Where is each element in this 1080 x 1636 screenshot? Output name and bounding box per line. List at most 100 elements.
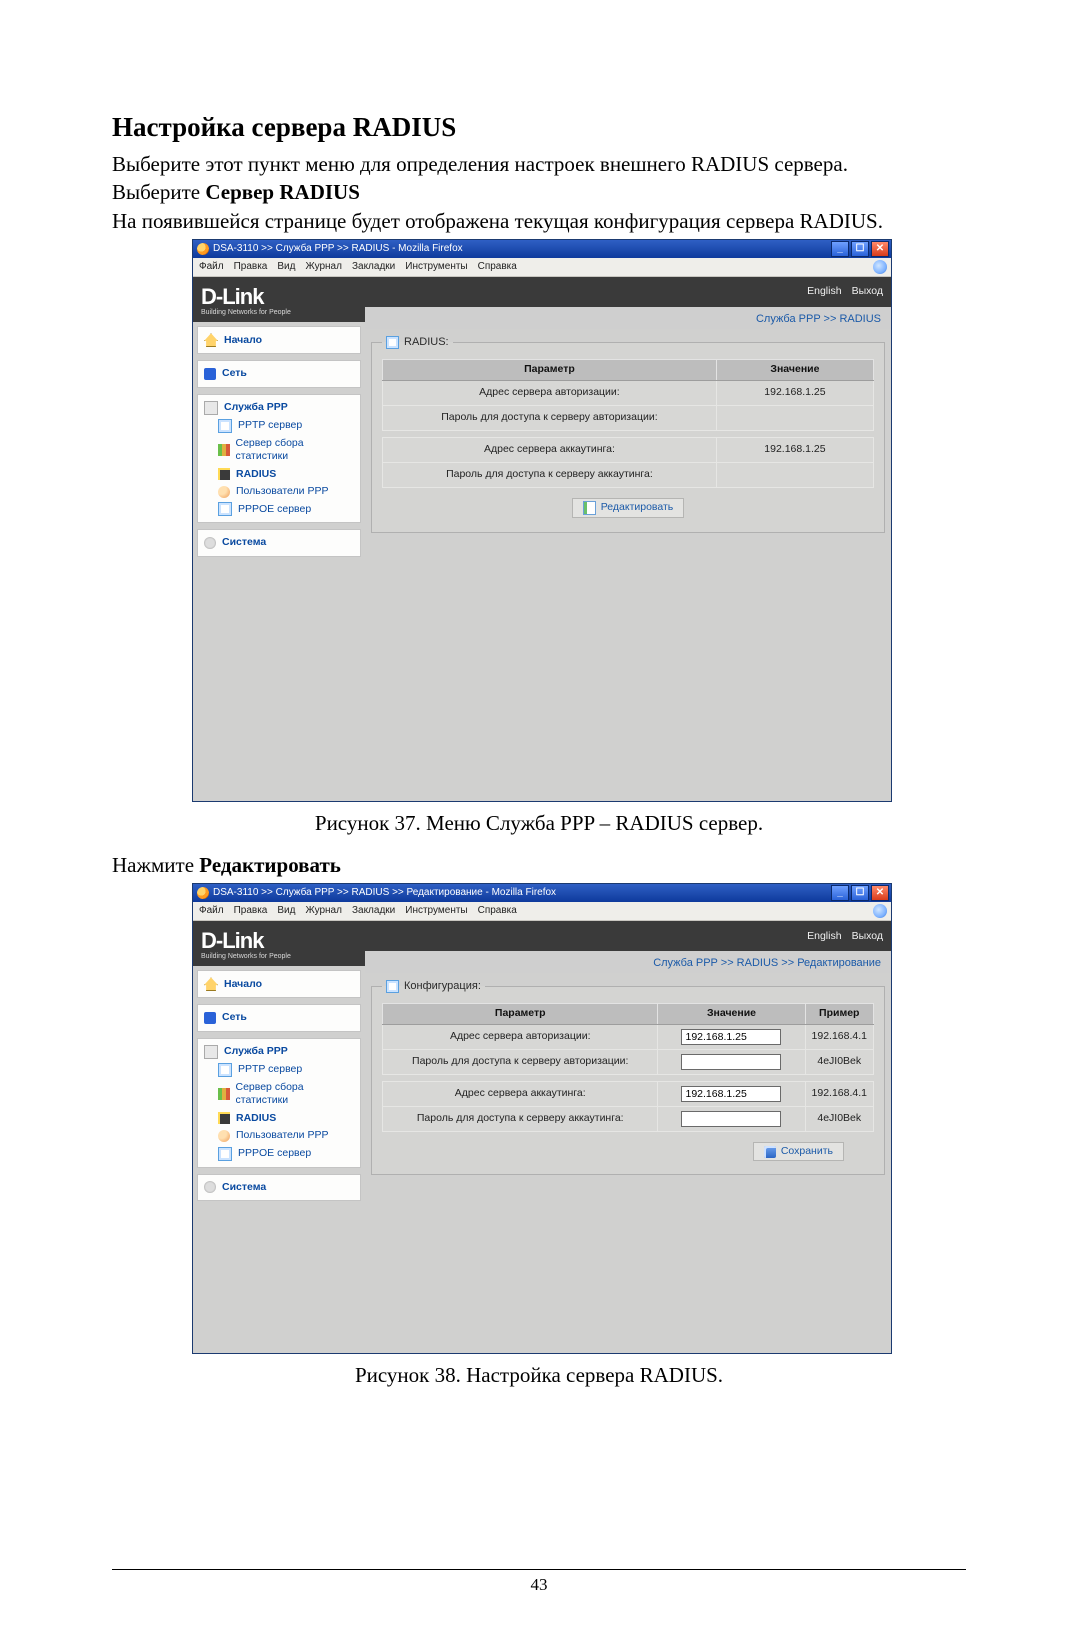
nav-ppp[interactable]: Служба PPP xyxy=(202,399,356,417)
nav-pptp[interactable]: PPTP сервер xyxy=(202,417,356,435)
nav-radius[interactable]: RADIUS xyxy=(202,1110,356,1127)
nav-radius[interactable]: RADIUS xyxy=(202,466,356,483)
nav-network[interactable]: Сеть xyxy=(202,1009,356,1026)
instr-choose-a: Выберите xyxy=(112,180,205,204)
browser-menubar: Файл Правка Вид Журнал Закладки Инструме… xyxy=(193,902,891,921)
nav-home[interactable]: Начало xyxy=(202,331,356,349)
legend-icon xyxy=(386,336,399,349)
breadcrumb-b[interactable]: RADIUS xyxy=(737,957,779,969)
cell-acct-addr-p: Адрес сервера аккаутинга: xyxy=(383,1081,658,1106)
firefox-icon xyxy=(197,243,209,255)
menu-tools[interactable]: Инструменты xyxy=(405,905,467,918)
logout-link[interactable]: Выход xyxy=(852,285,883,298)
menu-view[interactable]: Вид xyxy=(277,261,295,274)
row-spacer xyxy=(383,430,874,437)
menu-edit[interactable]: Правка xyxy=(234,905,268,918)
breadcrumb-a[interactable]: Служба PPP xyxy=(756,313,821,325)
close-button[interactable]: ✕ xyxy=(871,241,889,257)
minimize-button[interactable]: _ xyxy=(831,885,849,901)
menu-file[interactable]: Файл xyxy=(199,905,224,918)
nav-system[interactable]: Система xyxy=(202,534,356,551)
nav-pptp-label: PPTP сервер xyxy=(238,1063,302,1076)
breadcrumb-sep: >> xyxy=(721,957,737,969)
acct-pass-input[interactable] xyxy=(681,1111,781,1127)
lang-link[interactable]: English xyxy=(807,285,841,298)
nav-pppoe-label: PPPOE сервер xyxy=(238,503,311,516)
row-spacer xyxy=(383,1074,874,1081)
cell-auth-pass-p: Пароль для доступа к серверу авторизации… xyxy=(383,405,717,430)
config-legend: Конфигурация: xyxy=(382,979,485,993)
breadcrumb-c[interactable]: Редактирование xyxy=(797,957,881,969)
blank-area xyxy=(365,541,891,801)
folder-icon xyxy=(204,401,218,415)
menu-bookmarks[interactable]: Закладки xyxy=(352,261,395,274)
lang-link[interactable]: English xyxy=(807,930,841,943)
cell-auth-pass-v xyxy=(716,405,873,430)
menu-edit[interactable]: Правка xyxy=(234,261,268,274)
menu-file[interactable]: Файл xyxy=(199,261,224,274)
nav-pppoe[interactable]: PPPOE сервер xyxy=(202,1145,356,1163)
menu-history[interactable]: Журнал xyxy=(305,905,342,918)
minimize-button[interactable]: _ xyxy=(831,241,849,257)
nav-ppp-label: Служба PPP xyxy=(224,1045,288,1058)
nav-system[interactable]: Система xyxy=(202,1179,356,1196)
acct-addr-input[interactable] xyxy=(681,1086,781,1102)
nav-users[interactable]: Пользователи PPP xyxy=(202,1127,356,1144)
close-button[interactable]: ✕ xyxy=(871,885,889,901)
nav-home[interactable]: Начало xyxy=(202,975,356,993)
logout-link[interactable]: Выход xyxy=(852,930,883,943)
cell-acct-pass-p: Пароль для доступа к серверу аккаутинга: xyxy=(383,462,717,487)
radius-icon xyxy=(218,468,230,480)
nav-users-label: Пользователи PPP xyxy=(236,485,328,498)
nav-ppp[interactable]: Служба PPP xyxy=(202,1043,356,1061)
edit-button[interactable]: Редактировать xyxy=(572,498,685,518)
nav-network[interactable]: Сеть xyxy=(202,365,356,382)
menu-help[interactable]: Справка xyxy=(478,905,517,918)
button-row: Редактировать xyxy=(382,488,874,522)
maximize-button[interactable]: ☐ xyxy=(851,241,869,257)
nav-home-label: Начало xyxy=(224,978,262,991)
nav-ppp-label: Служба PPP xyxy=(224,401,288,414)
edit-button-label: Редактировать xyxy=(601,501,674,514)
users-icon xyxy=(218,486,230,498)
nav-stats[interactable]: Сервер сбора статистики xyxy=(202,435,356,466)
menu-bookmarks[interactable]: Закладки xyxy=(352,905,395,918)
cell-auth-addr-v: 192.168.1.25 xyxy=(716,380,873,405)
nav-users[interactable]: Пользователи PPP xyxy=(202,483,356,500)
nav-stats[interactable]: Сервер сбора статистики xyxy=(202,1079,356,1110)
nav-users-label: Пользователи PPP xyxy=(236,1129,328,1142)
auth-pass-input[interactable] xyxy=(681,1054,781,1070)
instr-edit-b: Редактировать xyxy=(199,853,341,877)
brand-sub: Building Networks for People xyxy=(201,953,357,962)
auth-addr-input[interactable] xyxy=(681,1029,781,1045)
menu-tools[interactable]: Инструменты xyxy=(405,261,467,274)
nav-network-label: Сеть xyxy=(222,1011,247,1024)
save-button-label: Сохранить xyxy=(781,1145,833,1158)
nav-home-label: Начало xyxy=(224,334,262,347)
nav-pptp[interactable]: PPTP сервер xyxy=(202,1061,356,1079)
menu-history[interactable]: Журнал xyxy=(305,261,342,274)
home-icon xyxy=(204,333,218,347)
sidebar: D-Link Building Networks for People Нача… xyxy=(193,277,365,800)
gear-icon xyxy=(204,1181,216,1193)
nav-radius-label: RADIUS xyxy=(236,1112,276,1125)
th-value: Значение xyxy=(658,1004,805,1024)
nav-system-label: Система xyxy=(222,536,266,549)
menu-help[interactable]: Справка xyxy=(478,261,517,274)
breadcrumb-a[interactable]: Служба PPP xyxy=(653,957,718,969)
stats-icon xyxy=(218,1088,230,1100)
page-number: 43 xyxy=(112,1574,966,1596)
nav-pppoe[interactable]: PPPOE сервер xyxy=(202,500,356,518)
breadcrumb-b[interactable]: RADIUS xyxy=(839,313,881,325)
menu-view[interactable]: Вид xyxy=(277,905,295,918)
radius-legend-text: RADIUS: xyxy=(404,335,449,349)
cell-auth-addr-ex: 192.168.4.1 xyxy=(805,1024,873,1049)
doc-icon xyxy=(218,1147,232,1161)
maximize-button[interactable]: ☐ xyxy=(851,885,869,901)
folder-icon xyxy=(204,1045,218,1059)
topbar: English Выход xyxy=(365,277,891,307)
brand-block: D-Link Building Networks for People xyxy=(193,277,365,322)
save-button[interactable]: Сохранить xyxy=(753,1142,844,1161)
cell-acct-pass-input xyxy=(658,1106,805,1131)
radius-fieldset: RADIUS: Параметр Значение Адрес сервера … xyxy=(371,335,885,532)
